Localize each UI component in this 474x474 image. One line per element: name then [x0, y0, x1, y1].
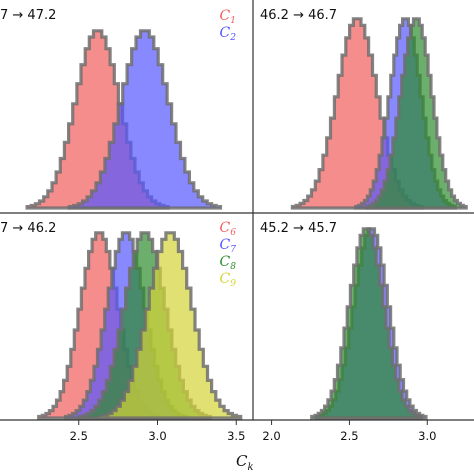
- x-axis-label-sub: k: [247, 462, 253, 473]
- legend-item-1-2: C2: [220, 25, 237, 43]
- x-axis-label-main: C: [236, 452, 248, 470]
- tick-label-3-3: 3.5: [227, 429, 245, 443]
- tick-label-4-3: 3.0: [418, 429, 436, 443]
- tick-label-3-2: 3.0: [148, 429, 166, 443]
- legend-item-1-1: C1: [220, 8, 236, 26]
- tick-label-4-1: 2.0: [262, 429, 280, 443]
- legend-item-3-1: C6: [220, 220, 237, 238]
- histogram-2-series-3: [365, 17, 468, 210]
- histogram-1-series-2: [67, 29, 223, 210]
- panel-title-top-right: 46.2 → 46.7: [260, 8, 337, 23]
- histogram-4-series-2: [310, 227, 423, 420]
- tick-label-3-1: 2.5: [70, 429, 88, 443]
- legend-item-3-2: C7: [220, 237, 237, 255]
- panel-title-top-left: 7 → 47.2: [0, 8, 56, 23]
- histogram-bars: [25, 17, 468, 420]
- x-ticks: 2.5 3.0 3.5 2.0 2.5 3.0: [70, 420, 436, 443]
- legend-item-3-3: C8: [220, 254, 237, 272]
- tick-label-4-2: 2.5: [340, 429, 358, 443]
- panel-title-bottom-right: 45.2 → 45.7: [260, 221, 337, 236]
- legend-item-3-4: C9: [220, 271, 237, 289]
- panel-title-bottom-left: 7 → 46.2: [0, 221, 56, 236]
- x-axis-label: Ck: [236, 452, 254, 473]
- histogram-3-series-4: [97, 231, 243, 420]
